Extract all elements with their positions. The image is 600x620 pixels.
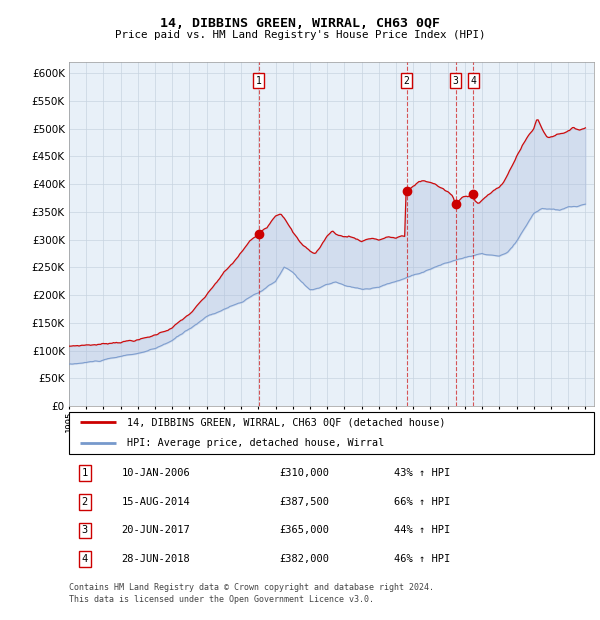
Text: 46% ↑ HPI: 46% ↑ HPI bbox=[395, 554, 451, 564]
FancyBboxPatch shape bbox=[69, 412, 594, 454]
Text: HPI: Average price, detached house, Wirral: HPI: Average price, detached house, Wirr… bbox=[127, 438, 384, 448]
Text: 14, DIBBINS GREEN, WIRRAL, CH63 0QF: 14, DIBBINS GREEN, WIRRAL, CH63 0QF bbox=[160, 17, 440, 30]
Text: 43% ↑ HPI: 43% ↑ HPI bbox=[395, 468, 451, 478]
Text: 10-JAN-2006: 10-JAN-2006 bbox=[121, 468, 190, 478]
Text: £387,500: £387,500 bbox=[279, 497, 329, 507]
Text: 44% ↑ HPI: 44% ↑ HPI bbox=[395, 526, 451, 536]
Text: £365,000: £365,000 bbox=[279, 526, 329, 536]
Text: £310,000: £310,000 bbox=[279, 468, 329, 478]
Text: 2: 2 bbox=[82, 497, 88, 507]
Text: 1: 1 bbox=[82, 468, 88, 478]
Text: 66% ↑ HPI: 66% ↑ HPI bbox=[395, 497, 451, 507]
Text: 14, DIBBINS GREEN, WIRRAL, CH63 0QF (detached house): 14, DIBBINS GREEN, WIRRAL, CH63 0QF (det… bbox=[127, 417, 445, 427]
Text: 4: 4 bbox=[470, 76, 476, 86]
Text: 1: 1 bbox=[256, 76, 262, 86]
Text: 4: 4 bbox=[82, 554, 88, 564]
Text: 15-AUG-2014: 15-AUG-2014 bbox=[121, 497, 190, 507]
Text: 28-JUN-2018: 28-JUN-2018 bbox=[121, 554, 190, 564]
Text: 20-JUN-2017: 20-JUN-2017 bbox=[121, 526, 190, 536]
Text: 3: 3 bbox=[82, 526, 88, 536]
Text: Contains HM Land Registry data © Crown copyright and database right 2024.: Contains HM Land Registry data © Crown c… bbox=[69, 583, 434, 592]
Text: 3: 3 bbox=[453, 76, 459, 86]
Text: Price paid vs. HM Land Registry's House Price Index (HPI): Price paid vs. HM Land Registry's House … bbox=[115, 30, 485, 40]
Text: This data is licensed under the Open Government Licence v3.0.: This data is licensed under the Open Gov… bbox=[69, 595, 374, 604]
Text: 2: 2 bbox=[404, 76, 410, 86]
Text: £382,000: £382,000 bbox=[279, 554, 329, 564]
